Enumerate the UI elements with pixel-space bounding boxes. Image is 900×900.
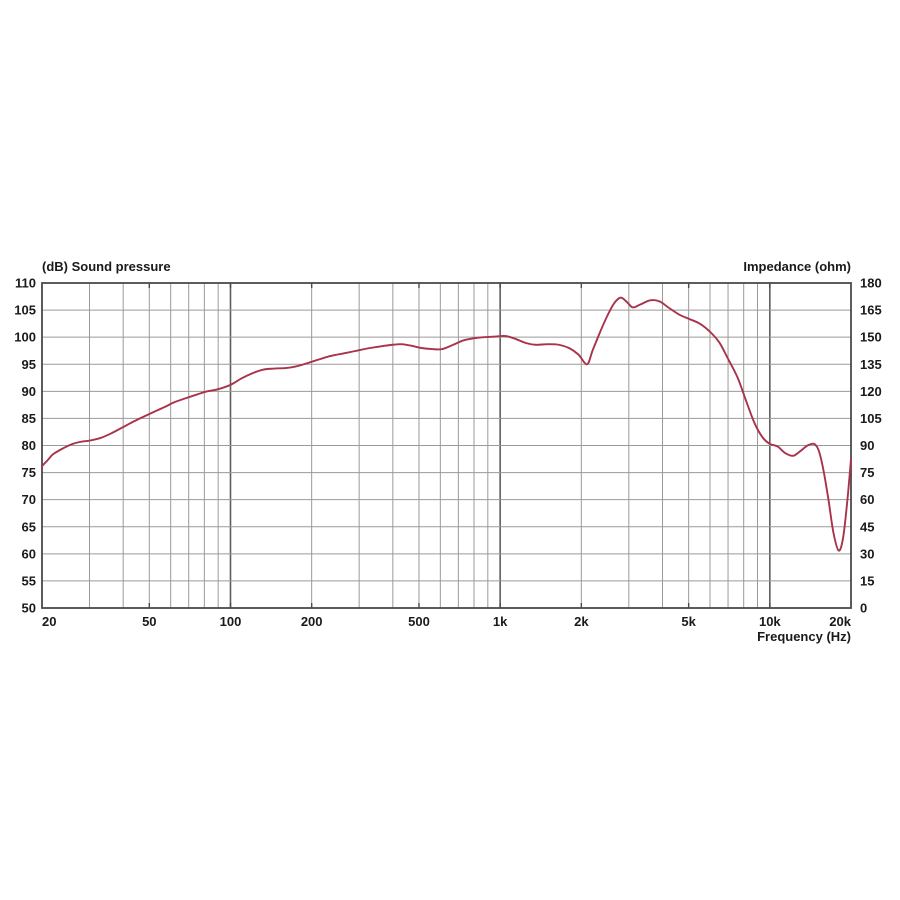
right-tick-105: 105 [860, 411, 882, 426]
left-tick-105: 105 [14, 303, 36, 318]
right-tick-135: 135 [860, 357, 882, 372]
right-axis-title: Impedance (ohm) [743, 259, 851, 274]
right-tick-0: 0 [860, 601, 867, 616]
x-axis-title: Frequency (Hz) [757, 629, 851, 644]
right-tick-75: 75 [860, 465, 874, 480]
right-tick-60: 60 [860, 492, 874, 507]
right-tick-180: 180 [860, 276, 882, 291]
sound-pressure-curve [41, 296, 852, 552]
left-tick-95: 95 [22, 357, 36, 372]
left-tick-75: 75 [22, 465, 36, 480]
x-tick-200: 200 [301, 614, 323, 629]
right-tick-45: 45 [860, 519, 874, 534]
x-tick-100: 100 [220, 614, 242, 629]
x-tick-20: 20 [42, 614, 56, 629]
left-tick-85: 85 [22, 411, 36, 426]
right-axis-tick-labels: 0 15 30 45 60 75 90 105 120 135 150 165 180 [860, 276, 882, 616]
right-tick-165: 165 [860, 303, 882, 318]
horizontal-gridlines [42, 309, 851, 582]
left-tick-65: 65 [22, 519, 36, 534]
plot-area-border [41, 282, 852, 609]
left-tick-70: 70 [22, 492, 36, 507]
x-tick-5k: 5k [681, 614, 696, 629]
left-tick-80: 80 [22, 438, 36, 453]
x-tick-1k: 1k [493, 614, 508, 629]
right-tick-30: 30 [860, 546, 874, 561]
right-tick-15: 15 [860, 573, 874, 588]
left-tick-60: 60 [22, 546, 36, 561]
right-tick-120: 120 [860, 384, 882, 399]
left-tick-110: 110 [15, 276, 36, 291]
x-tick-50: 50 [142, 614, 156, 629]
x-tick-20k: 20k [829, 614, 851, 629]
right-tick-150: 150 [860, 330, 882, 345]
right-tick-90: 90 [860, 438, 874, 453]
left-tick-50: 50 [22, 601, 36, 616]
x-tick-2k: 2k [574, 614, 589, 629]
left-tick-100: 100 [14, 330, 36, 345]
left-axis-tick-labels: 50 55 60 65 70 75 80 85 90 95 100 105 110 [14, 276, 36, 616]
x-axis-tick-labels: 20 50 100 200 500 1k 2k 5k 10k 20k [42, 614, 852, 629]
left-tick-55: 55 [22, 573, 36, 588]
x-tick-10k: 10k [759, 614, 781, 629]
left-tick-90: 90 [22, 384, 36, 399]
left-axis-title: (dB) Sound pressure [42, 259, 171, 274]
x-tick-500: 500 [408, 614, 430, 629]
